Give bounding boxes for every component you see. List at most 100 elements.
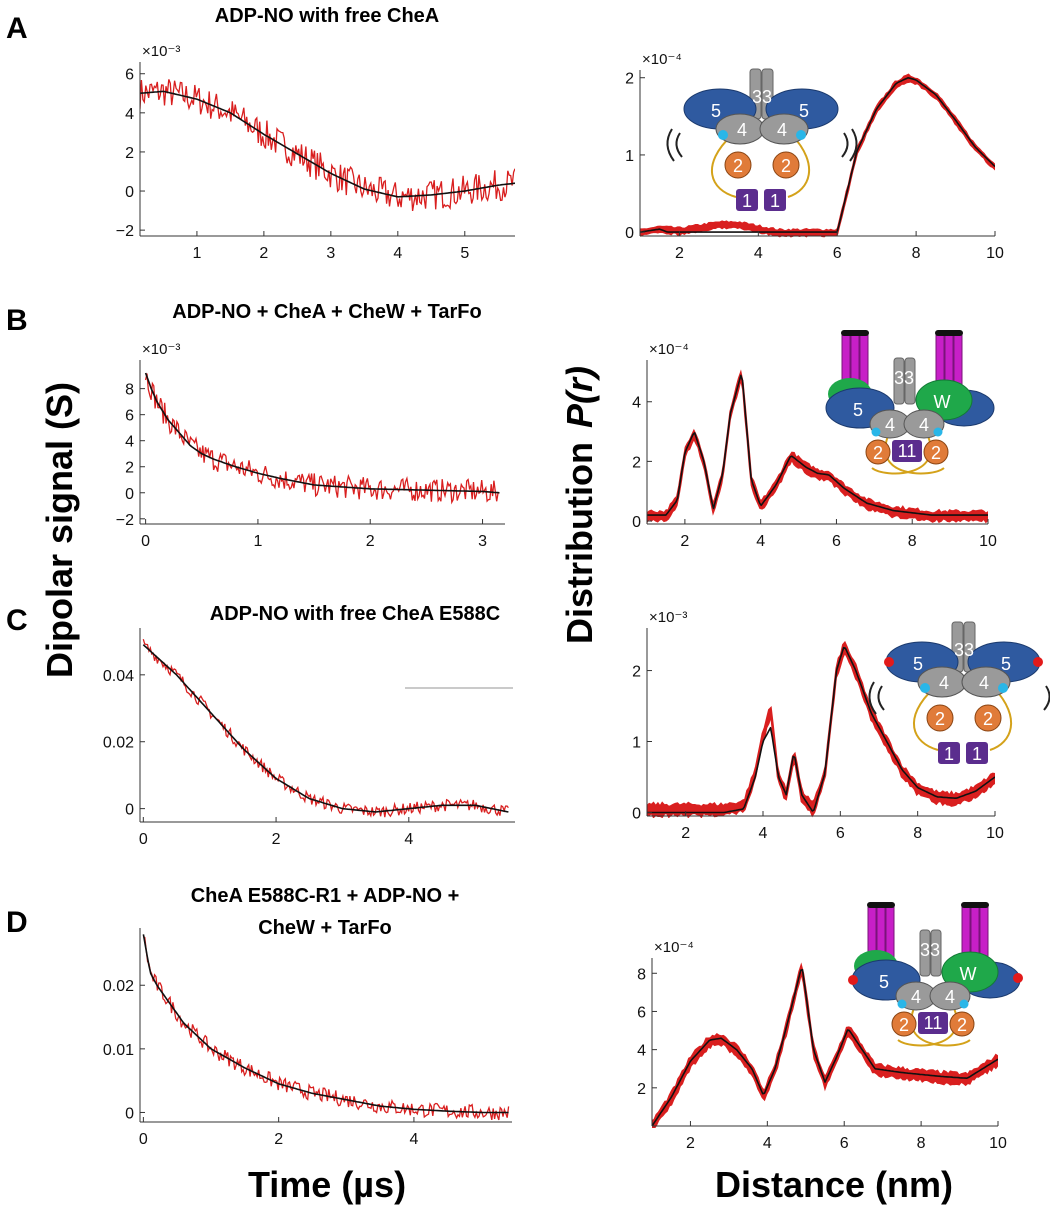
y-tick-label: 2: [125, 460, 134, 477]
chart-b-time: 0 1 2 3 −2 0 2 4 6 8 ×10⁻³: [116, 341, 505, 550]
domain-2-label: 2: [873, 443, 883, 463]
domain-1-right: [764, 189, 786, 211]
domain-1-pair: [892, 440, 922, 462]
axis-exponent: ×10⁻⁴: [642, 51, 682, 68]
y-tick-label: 0.02: [103, 978, 134, 995]
domain-5-label: 5: [1001, 654, 1011, 674]
y-tick-label: 4: [632, 395, 641, 412]
domain-1-label: 1: [972, 744, 982, 764]
domain-4-label: 4: [911, 987, 921, 1007]
plot-area: [647, 640, 995, 818]
fit-line: [140, 90, 515, 198]
domain-4-label: 4: [885, 415, 895, 435]
experimental-trace: [142, 639, 509, 818]
uncertainty-band: [652, 962, 998, 1128]
y-label-dipolar-signal: Dipolar signal (S): [39, 382, 80, 678]
fit-line: [144, 372, 500, 494]
domain-2-label: 2: [935, 709, 945, 729]
y-tick-label: 8: [637, 966, 646, 983]
fit-line: [647, 646, 995, 814]
panel-letter-b: B: [6, 304, 28, 337]
x-tick-label: 6: [833, 245, 842, 262]
fit-line: [652, 968, 998, 1127]
x-tick-label: 4: [409, 1131, 418, 1148]
x-tick-label: 6: [836, 825, 845, 842]
y-tick-label: −2: [116, 512, 134, 529]
y-tick-label: 1: [632, 735, 641, 752]
y-tick-label: 6: [125, 67, 134, 84]
y-label-distribution: Distribution P(r): [559, 366, 600, 644]
y-tick-label: 0: [625, 225, 634, 242]
x-tick-label: 8: [913, 825, 922, 842]
chew-domain: [941, 951, 999, 993]
x-tick-label: 2: [274, 1131, 283, 1148]
domain-1-left: [938, 742, 960, 764]
panel-letter-a: A: [6, 12, 28, 45]
x-tick-label: 10: [986, 245, 1004, 262]
x-tick-label: 4: [754, 245, 763, 262]
y-tick-label: 0.04: [103, 668, 134, 685]
x-label-distance: Distance (nm): [715, 1164, 953, 1205]
panel-title-b: ADP-NO + CheA + CheW + TarFo: [172, 301, 481, 323]
plot-area: [142, 639, 509, 818]
experimental-trace: [143, 936, 510, 1121]
x-tick-label: 0: [141, 533, 150, 550]
domain-2-left: [926, 704, 954, 732]
x-tick-label: 6: [832, 533, 841, 550]
y-tick-label: 6: [125, 408, 134, 425]
y-tick-label: 4: [125, 106, 134, 123]
y-tick-label: 0: [125, 184, 134, 201]
axis-exponent: ×10⁻³: [142, 43, 180, 60]
panel-title-c: ADP-NO with free CheA E588C: [210, 603, 500, 625]
domain-2-label: 2: [733, 156, 743, 176]
domain-1-label: 1: [742, 191, 752, 211]
domain-1-label: 1: [944, 744, 954, 764]
domain-1-label: 1: [770, 191, 780, 211]
x-tick-label: 4: [759, 825, 768, 842]
plot-area: [144, 372, 500, 505]
domain-5-label: 5: [879, 972, 889, 992]
domain-2-label: 2: [899, 1015, 909, 1035]
domain-3-label: 33: [894, 368, 914, 388]
y-tick-label: 2: [632, 454, 641, 471]
chart-d-time: 0 2 4 0 0.01 0.02: [103, 928, 512, 1148]
y-label-pr-symbol: P(r): [559, 366, 600, 428]
x-tick-label: 2: [681, 825, 690, 842]
domain-2-left: [724, 151, 752, 179]
y-tick-label: 1: [625, 148, 634, 165]
domain-4-label: 4: [737, 120, 747, 140]
x-tick-label: 2: [366, 533, 375, 550]
domain-2-label: 2: [983, 709, 993, 729]
y-tick-label: 2: [625, 71, 634, 88]
plot-area: [647, 369, 988, 524]
y-tick-label: 2: [125, 145, 134, 162]
y-tick-label: 2: [632, 664, 641, 681]
x-tick-label: 3: [478, 533, 487, 550]
x-tick-label: 4: [393, 245, 402, 262]
y-tick-label: 4: [125, 434, 134, 451]
domain-2-label: 2: [957, 1015, 967, 1035]
x-tick-label: 6: [840, 1135, 849, 1152]
x-tick-label: 8: [917, 1135, 926, 1152]
y-tick-label: 4: [637, 1043, 646, 1060]
y-tick-label: 8: [125, 382, 134, 399]
y-tick-label: 6: [637, 1004, 646, 1021]
axis-exponent: ×10⁻³: [649, 609, 687, 626]
x-tick-label: 2: [675, 245, 684, 262]
domain-4-label: 4: [919, 415, 929, 435]
chew-domain: [915, 379, 973, 421]
x-tick-label: 2: [680, 533, 689, 550]
y-tick-label: 0: [125, 802, 134, 819]
chart-c-time: 0 2 4 0 0.02 0.04: [103, 628, 515, 848]
x-tick-label: 4: [763, 1135, 772, 1152]
x-tick-label: 0: [139, 831, 148, 848]
domain-4-right: [961, 666, 1011, 698]
domain-5-label: 5: [913, 654, 923, 674]
domain-4-label: 4: [979, 673, 989, 693]
domain-1-pair: [918, 1012, 948, 1034]
chew-label: W: [934, 392, 951, 412]
domain-2-right: [974, 704, 1002, 732]
